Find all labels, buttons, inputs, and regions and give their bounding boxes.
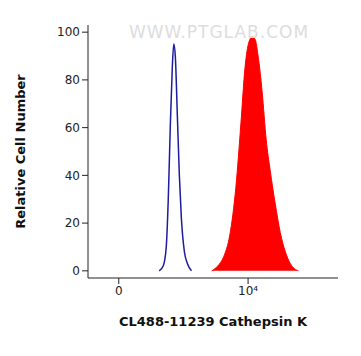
svg-text:Relative Cell Number: Relative Cell Number — [13, 74, 28, 229]
svg-text:10⁴: 10⁴ — [238, 284, 258, 298]
svg-text:0: 0 — [72, 264, 80, 278]
svg-text:20: 20 — [65, 216, 80, 230]
svg-text:100: 100 — [57, 25, 80, 39]
svg-text:CL488-11239 Cathepsin K: CL488-11239 Cathepsin K — [119, 314, 308, 329]
svg-text:40: 40 — [65, 169, 80, 183]
svg-text:80: 80 — [65, 73, 80, 87]
svg-text:60: 60 — [65, 121, 80, 135]
svg-text:0: 0 — [115, 284, 123, 298]
html-text:WWW.PTGLAB.COM: WWW.PTGLAB.COM — [128, 22, 310, 42]
